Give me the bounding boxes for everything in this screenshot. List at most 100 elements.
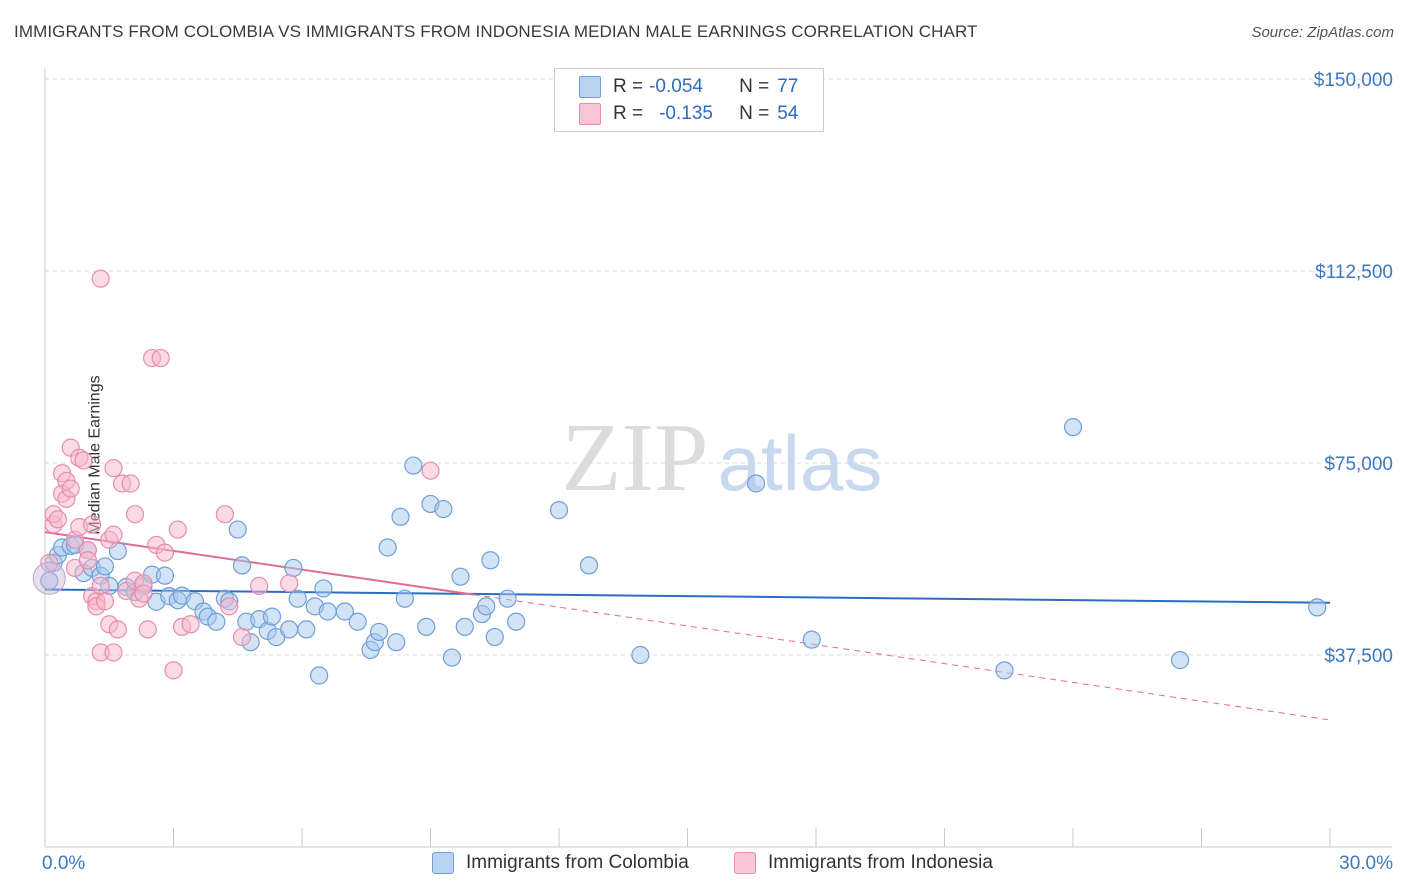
legend-n-label: N =: [739, 76, 770, 97]
point-indonesia: [125, 505, 145, 524]
point-colombia: [404, 456, 423, 475]
point-indonesia: [421, 461, 440, 480]
point-colombia: [95, 557, 115, 576]
point-indonesia: [104, 459, 123, 478]
legend-r-label: R =: [613, 76, 644, 97]
source-label: Source: ZipAtlas.com: [1251, 24, 1394, 41]
bottom-legend-swatch-colombia: [432, 852, 454, 874]
point-indonesia: [250, 576, 269, 595]
chart-title: IMMIGRANTS FROM COLOMBIA VS IMMIGRANTS F…: [14, 22, 978, 41]
point-indonesia: [168, 520, 187, 539]
tick-labels: $37,500 $75,000 $112,500 $150,000 0.0% 30.0%: [42, 70, 1393, 874]
watermark-atlas: atlas: [718, 419, 883, 507]
y-tick-label: $112,500: [1315, 262, 1393, 283]
legend-n-label: N =: [739, 103, 770, 124]
point-indonesia: [104, 525, 123, 544]
point-colombia: [507, 612, 526, 631]
axes: [44, 68, 1392, 848]
point-colombia: [995, 661, 1014, 680]
point-indonesia: [121, 474, 140, 493]
legend-n-value: 54: [777, 103, 799, 124]
y-tick-label: $37,500: [1324, 646, 1393, 667]
point-indonesia: [138, 620, 157, 639]
point-colombia: [579, 556, 599, 575]
point-colombia: [262, 607, 282, 626]
point-indonesia: [108, 620, 127, 639]
point-indonesia: [215, 505, 234, 524]
point-colombia: [232, 556, 252, 575]
x-tick-label: 0.0%: [42, 853, 85, 874]
bottom-legend-colombia[interactable]: Immigrants from Colombia: [432, 852, 689, 874]
legend-r-label: R =: [613, 103, 644, 124]
data-points: [32, 269, 1327, 685]
point-indonesia: [83, 515, 102, 534]
point-indonesia: [134, 584, 153, 603]
bottom-legend-label-colombia: Immigrants from Colombia: [466, 852, 689, 873]
point-indonesia: [104, 643, 123, 662]
legend-box: R = -0.054 N = 77 R = -0.135 N = 54: [554, 68, 824, 132]
point-colombia: [207, 612, 226, 631]
legend-row-colombia: R = -0.054 N = 77: [579, 75, 798, 99]
point-indonesia: [48, 510, 67, 529]
watermark: ZIP atlas: [562, 404, 883, 512]
point-colombia: [335, 602, 354, 621]
point-indonesia: [74, 451, 93, 470]
point-indonesia: [151, 348, 170, 368]
legend-n-value: 77: [777, 76, 799, 97]
point-colombia: [1170, 651, 1190, 670]
point-indonesia: [91, 269, 110, 288]
point-colombia: [288, 589, 307, 608]
point-colombia: [395, 589, 414, 608]
point-colombia: [434, 499, 453, 519]
point-colombia: [155, 566, 175, 585]
point-indonesia: [61, 479, 80, 498]
point-colombia: [1063, 418, 1083, 437]
point-indonesia: [95, 592, 115, 611]
legend-row-indonesia: R = -0.135 N = 54: [579, 102, 798, 126]
point-indonesia: [220, 597, 239, 616]
point-colombia: [485, 627, 504, 647]
point-colombia: [297, 620, 316, 639]
point-indonesia: [164, 661, 183, 680]
point-indonesia: [40, 553, 59, 572]
point-indonesia: [155, 543, 175, 562]
point-colombia: [391, 507, 410, 526]
point-colombia: [455, 617, 474, 636]
y-tick-label: $150,000: [1314, 70, 1393, 91]
legend-swatch-colombia: [579, 76, 601, 98]
legend-swatch-indonesia: [579, 103, 601, 125]
point-colombia: [310, 666, 329, 685]
point-colombia: [314, 579, 333, 598]
point-colombia: [481, 551, 500, 570]
watermark-zip: ZIP: [562, 404, 709, 512]
point-colombia: [631, 645, 650, 665]
point-cluster: [32, 561, 66, 595]
point-colombia: [477, 597, 496, 616]
point-colombia: [280, 620, 299, 639]
point-indonesia: [232, 627, 252, 647]
bottom-legend-label-indonesia: Immigrants from Indonesia: [768, 852, 993, 873]
point-colombia: [348, 612, 367, 631]
point-colombia: [746, 474, 766, 493]
x-tick-label: 30.0%: [1339, 853, 1393, 874]
y-tick-label: $75,000: [1324, 454, 1393, 475]
legend-r-value: -0.135: [659, 103, 713, 124]
point-colombia: [802, 630, 821, 649]
point-colombia: [451, 567, 470, 586]
point-colombia: [284, 558, 303, 578]
point-indonesia: [91, 576, 110, 595]
point-colombia: [370, 622, 389, 642]
point-indonesia: [181, 615, 200, 634]
point-colombia: [1308, 598, 1327, 617]
point-colombia: [442, 648, 462, 667]
point-colombia: [498, 589, 517, 608]
legend-r-value: -0.054: [649, 76, 703, 97]
bottom-legend-swatch-indonesia: [734, 852, 756, 874]
trend-line-indonesia-extended: [473, 594, 1331, 721]
point-colombia: [40, 571, 59, 590]
point-colombia: [549, 501, 569, 520]
bottom-legend-indonesia[interactable]: Immigrants from Indonesia: [734, 852, 993, 874]
point-indonesia: [78, 551, 97, 570]
point-colombia: [228, 520, 247, 539]
